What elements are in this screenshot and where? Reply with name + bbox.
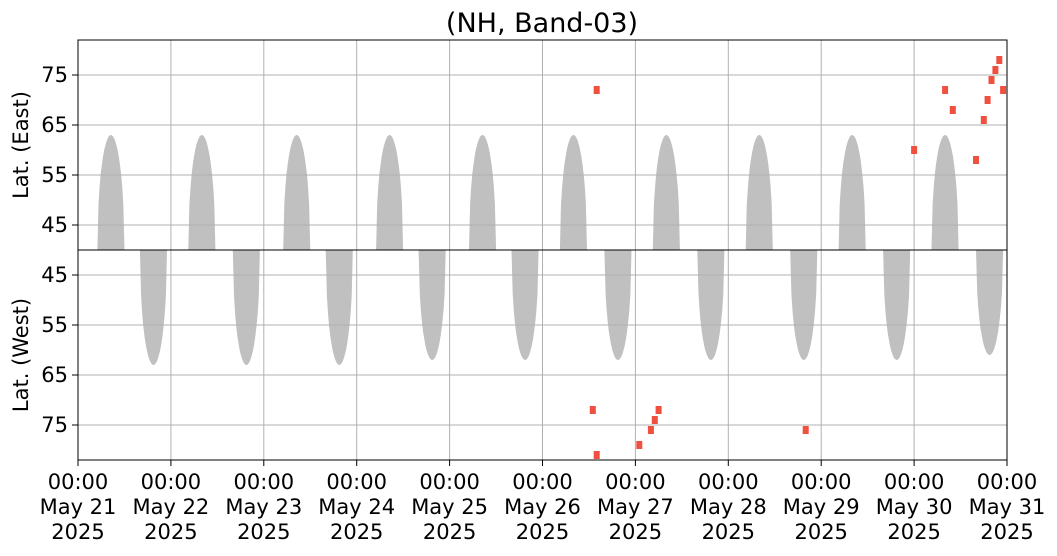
west-daylight-region [232,250,260,365]
east-y-ticks: 45 55 65 75 [41,63,78,237]
east-y-tick-label: 75 [41,63,68,87]
west-daylight-region [604,250,632,360]
east-highlight-point [988,76,995,84]
west-highlight-point [647,426,654,434]
east-daylight-region [469,135,497,250]
x-tick-label: 00:00 May 25 2025 [411,470,488,544]
x-tick-label: 00:00 May 24 2025 [318,470,395,544]
west-y-tick-label: 45 [41,263,68,287]
east-daylight-region [559,135,587,250]
east-y-axis-label: Lat. (East) [9,91,33,199]
east-highlight-point [949,106,956,114]
east-panel: 45 55 65 75 Lat. (East) [9,39,1008,251]
west-daylight-region [883,250,911,360]
chart-title: (NH, Band-03) [446,8,638,39]
east-highlight-point [911,146,918,154]
west-daylight-region [976,250,1004,355]
x-tick-label: 00:00 May 31 2025 [969,470,1046,544]
east-highlight-point [996,56,1003,64]
east-daylight-region [838,135,866,250]
west-highlight-point [802,426,809,434]
west-highlight-point [636,441,643,449]
east-highlight-point [984,96,991,104]
west-y-tick-label: 55 [41,313,68,337]
west-daylight-regions [139,250,1004,365]
west-highlight-point [651,416,658,424]
x-tick-label: 00:00 May 23 2025 [225,470,302,544]
east-highlight-point [942,86,949,94]
west-daylight-region [325,250,353,365]
west-y-axis-label: Lat. (West) [9,298,33,412]
east-y-tick-label: 55 [41,163,68,187]
west-daylight-region [790,250,818,360]
east-gridlines [77,40,1008,250]
east-highlight-point [593,86,600,94]
east-daylight-region [283,135,311,250]
west-y-tick-label: 65 [41,363,68,387]
west-daylight-region [511,250,539,360]
west-y-tick-label: 75 [41,413,68,437]
west-daylight-region [697,250,725,360]
x-tick-label: 00:00 May 21 2025 [40,470,117,544]
west-highlight-point [593,451,600,459]
west-panel: 75 65 55 45 Lat. (West) [9,249,1008,461]
east-highlight-point [980,116,987,124]
west-highlight-point [589,406,596,414]
west-gridlines [77,250,1008,460]
x-tick-label: 00:00 May 22 2025 [132,470,209,544]
x-tick-label: 00:00 May 28 2025 [690,470,767,544]
east-y-tick-label: 45 [41,213,68,237]
x-tick-label: 00:00 May 27 2025 [597,470,674,544]
x-tick-label: 00:00 May 30 2025 [876,470,953,544]
west-y-ticks: 75 65 55 45 [41,263,78,437]
west-daylight-region [418,250,446,360]
east-daylight-regions [97,135,959,250]
east-daylight-region [376,135,404,250]
east-daylight-region [931,135,959,250]
east-highlight-point [973,156,979,164]
x-tick-label: 00:00 May 26 2025 [504,470,581,544]
east-highlight-point [1000,86,1007,94]
east-highlight-point [992,66,999,74]
east-y-tick-label: 65 [41,113,68,137]
west-daylight-region [139,250,167,365]
west-highlight-points [589,406,809,459]
x-tick-label: 00:00 May 29 2025 [783,470,860,544]
east-daylight-region [652,135,680,250]
west-highlight-point [655,406,662,414]
east-daylight-region [97,135,125,250]
east-daylight-region [745,135,773,250]
east-daylight-region [188,135,216,250]
east-highlight-points [593,56,1007,164]
